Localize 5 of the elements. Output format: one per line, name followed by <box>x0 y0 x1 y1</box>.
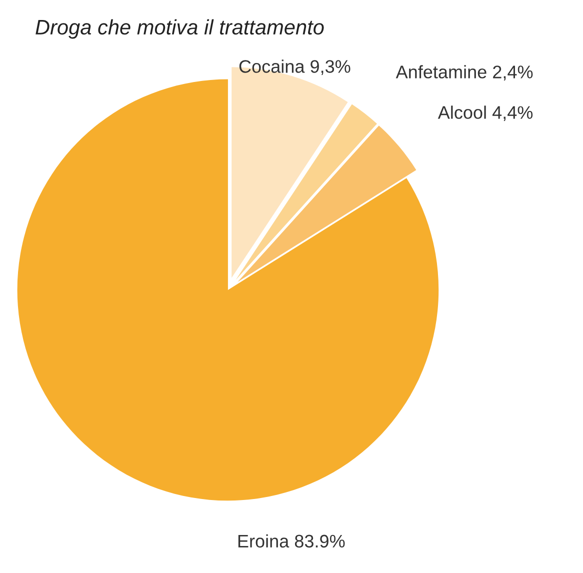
slice-label: Cocaina 9,3% <box>239 60 350 76</box>
chart-title: Droga che motiva il trattamento <box>36 19 324 39</box>
slice-label: Anfetamine 2,4% <box>396 65 533 81</box>
slice-label: Alcool 4,4% <box>438 106 533 122</box>
slice-label: Eroina 83.9% <box>238 534 345 548</box>
